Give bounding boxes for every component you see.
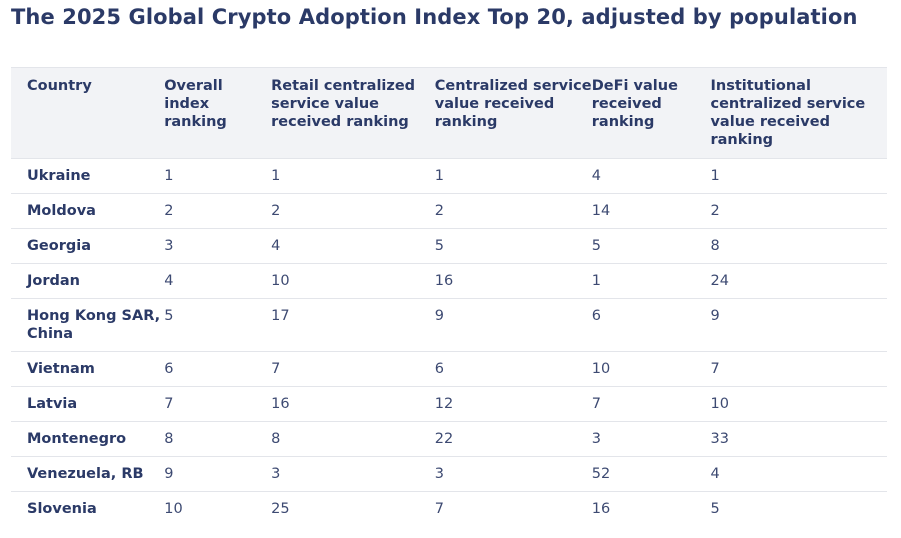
cell-defi: 3 [591,421,711,457]
cell-institutional: 10 [710,386,887,422]
cell-defi: 52 [591,456,711,492]
cell-country: Moldova [11,193,165,229]
table-row: Moldova 2 2 2 14 2 [11,193,887,229]
cell-centralized: 22 [434,421,592,457]
cell-country: Latvia [11,386,165,422]
header-retail-ranking: Retail centralized service value receive… [271,67,435,159]
cell-defi: 7 [591,386,711,422]
header-country: Country [11,67,165,159]
cell-defi: 1 [591,263,711,299]
cell-retail: 7 [271,351,435,387]
table-row: Jordan 4 10 16 1 24 [11,263,887,299]
cell-overall: 4 [164,263,272,299]
table-row: Hong Kong SAR, China 5 17 9 6 9 [11,298,887,352]
cell-institutional: 4 [710,456,887,492]
table-row: Venezuela, RB 9 3 3 52 4 [11,456,887,492]
cell-overall: 1 [164,158,272,194]
cell-institutional: 1 [710,158,887,194]
cell-institutional: 9 [710,298,887,352]
cell-centralized: 6 [434,351,592,387]
table-row: Ukraine 1 1 1 4 1 [11,158,887,194]
cell-overall: 7 [164,386,272,422]
cell-overall: 9 [164,456,272,492]
cell-overall: 8 [164,421,272,457]
cell-centralized: 1 [434,158,592,194]
header-defi-ranking: DeFi value received ranking [591,67,711,159]
cell-country: Georgia [11,228,165,264]
cell-country: Montenegro [11,421,165,457]
cell-overall: 6 [164,351,272,387]
cell-retail: 25 [271,491,435,526]
cell-retail: 10 [271,263,435,299]
cell-centralized: 12 [434,386,592,422]
cell-institutional: 24 [710,263,887,299]
table-row: Georgia 3 4 5 5 8 [11,228,887,264]
cell-country: Vietnam [11,351,165,387]
page-title: The 2025 Global Crypto Adoption Index To… [11,5,858,29]
cell-retail: 8 [271,421,435,457]
cell-defi: 14 [591,193,711,229]
header-institutional-ranking: Institutional centralized service value … [710,67,887,159]
cell-retail: 3 [271,456,435,492]
cell-centralized: 16 [434,263,592,299]
cell-centralized: 5 [434,228,592,264]
cell-country: Venezuela, RB [11,456,165,492]
table-row: Latvia 7 16 12 7 10 [11,386,887,422]
cell-institutional: 5 [710,491,887,526]
cell-institutional: 2 [710,193,887,229]
cell-overall: 3 [164,228,272,264]
table-row: Montenegro 8 8 22 3 33 [11,421,887,457]
cell-centralized: 2 [434,193,592,229]
cell-retail: 2 [271,193,435,229]
cell-retail: 17 [271,298,435,352]
cell-institutional: 7 [710,351,887,387]
cell-country: Ukraine [11,158,165,194]
header-overall-ranking: Overall index ranking [164,67,272,159]
cell-institutional: 8 [710,228,887,264]
adoption-index-table: Country Overall index ranking Retail cen… [11,67,887,526]
header-centralized-ranking: Centralized service value received ranki… [434,67,592,159]
cell-overall: 5 [164,298,272,352]
cell-defi: 6 [591,298,711,352]
cell-overall: 10 [164,491,272,526]
cell-centralized: 7 [434,491,592,526]
table-row: Vietnam 6 7 6 10 7 [11,351,887,387]
cell-defi: 5 [591,228,711,264]
cell-defi: 10 [591,351,711,387]
cell-overall: 2 [164,193,272,229]
cell-retail: 1 [271,158,435,194]
cell-retail: 4 [271,228,435,264]
cell-country: Jordan [11,263,165,299]
table-row: Slovenia 10 25 7 16 5 [11,491,887,526]
cell-country: Hong Kong SAR, China [11,298,165,352]
cell-institutional: 33 [710,421,887,457]
cell-centralized: 3 [434,456,592,492]
cell-country: Slovenia [11,491,165,526]
cell-retail: 16 [271,386,435,422]
table-header-row: Country Overall index ranking Retail cen… [11,67,887,159]
cell-defi: 4 [591,158,711,194]
cell-centralized: 9 [434,298,592,352]
cell-defi: 16 [591,491,711,526]
